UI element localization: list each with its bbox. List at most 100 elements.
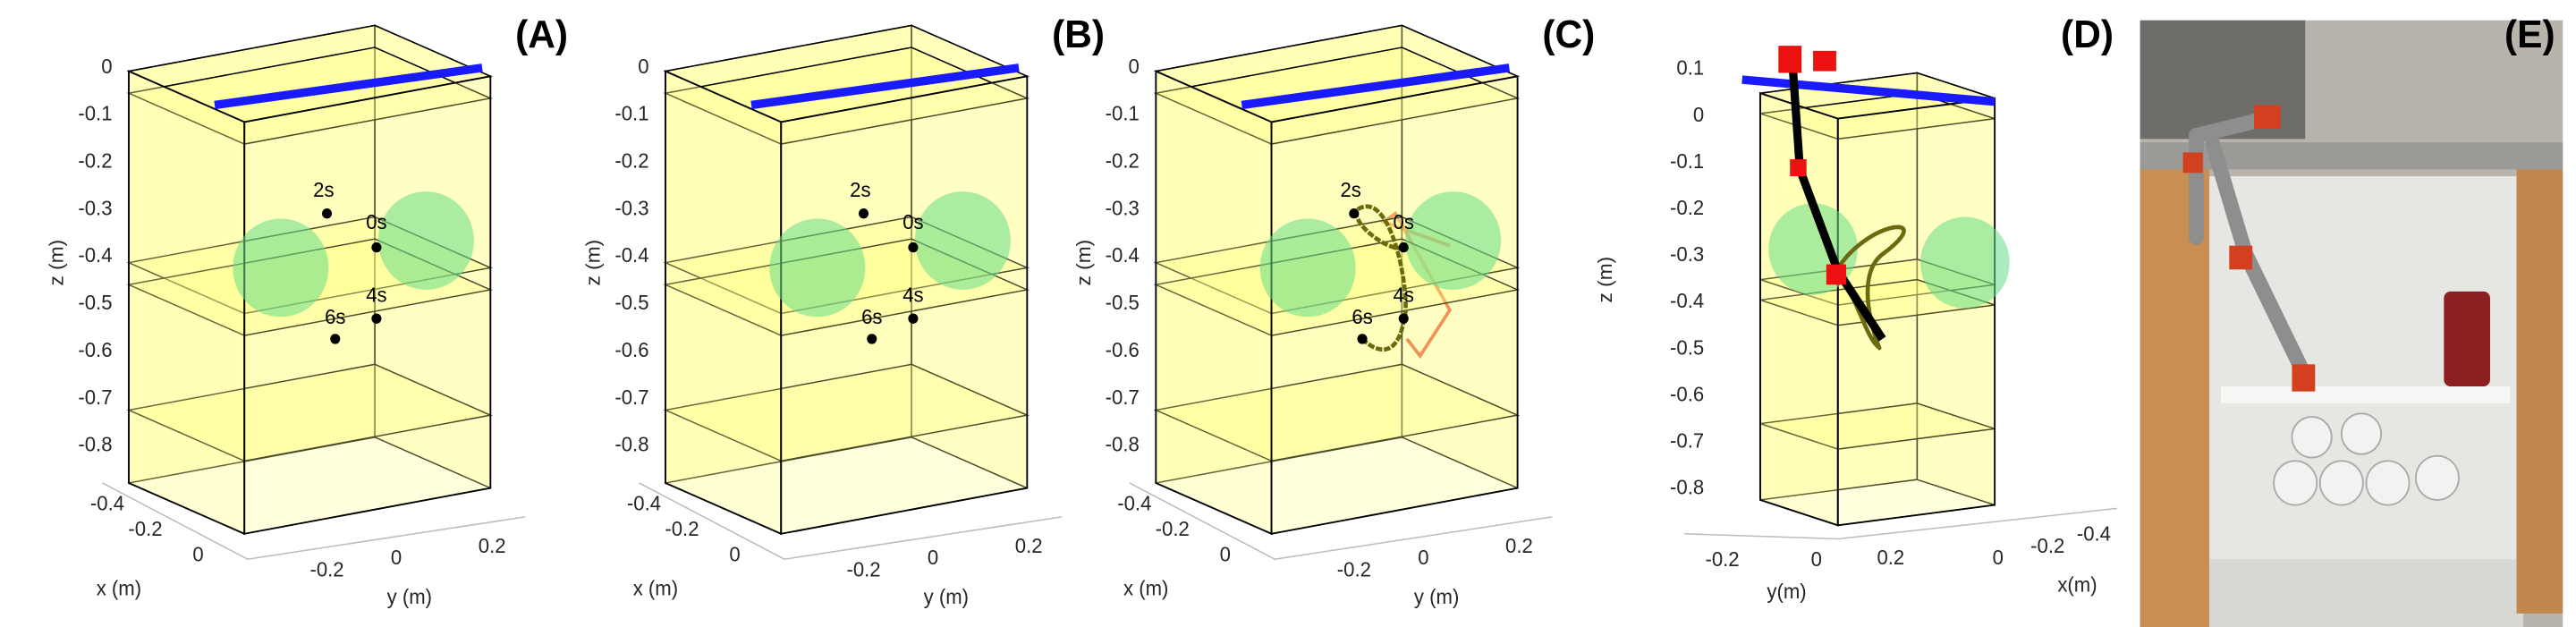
floor-outline (639, 482, 1063, 561)
waypoint (371, 313, 382, 324)
x-tick-label: 0 (1993, 547, 2004, 569)
z-tick-label: -0.1 (78, 102, 112, 124)
waypoint (908, 313, 919, 324)
z-tick-label: -0.7 (78, 386, 112, 409)
z-tick-label: -0.2 (614, 149, 648, 172)
z-tick-label: -0.1 (1106, 102, 1140, 124)
x-tick-label: -0.4 (1117, 492, 1151, 514)
z-axis-label: z (m) (1594, 257, 1616, 303)
z-tick-label: 0 (1129, 55, 1140, 78)
waypoint (867, 334, 877, 344)
waypoint (1349, 208, 1360, 219)
z-tick-label: -0.5 (614, 292, 648, 314)
waypoint (1398, 313, 1409, 324)
box-side-face (1155, 70, 1273, 536)
x-tick-label: -0.2 (2030, 535, 2064, 557)
y-tick-label: 0 (391, 547, 402, 569)
box-front-face (1836, 97, 1996, 527)
obstacle-sphere (233, 218, 329, 318)
time-label: 0s (902, 211, 923, 233)
y-tick-label: 0 (928, 547, 938, 569)
obstacle-sphere (1405, 191, 1502, 290)
box-front-face (1270, 75, 1519, 535)
x-tick-label: -0.4 (2077, 522, 2111, 545)
z-tick-label: -0.6 (614, 339, 648, 361)
x-axis-label: x (m) (97, 577, 141, 599)
floor-outline (1684, 507, 2117, 540)
plot-panel: 0.1 0 -0.1 -0.2 -0.3 -0.4 -0.5 -0.6 -0.7 -0.8 z (m… (1594, 13, 2117, 603)
z-tick-label: -0.1 (614, 102, 648, 124)
photo-cabinet-side (2140, 169, 2210, 627)
photo-shelf (2221, 386, 2511, 403)
time-label: 2s (313, 179, 334, 201)
z-tick-label: -0.8 (78, 433, 112, 455)
y-tick-label: 0.2 (1015, 535, 1043, 557)
floor-outline (102, 482, 526, 561)
photo (2140, 20, 2563, 627)
waypoint (322, 208, 333, 219)
waypoint (908, 241, 919, 253)
y-axis-label: y (m) (1414, 586, 1459, 608)
z-tick-label: -0.2 (1670, 197, 1704, 219)
z-tick-label: -0.4 (614, 244, 648, 267)
waypoint (371, 241, 382, 253)
z-tick-label: -0.2 (1106, 149, 1140, 172)
shelf-bar (750, 64, 1020, 110)
robot-joint (1790, 159, 1807, 177)
trajectory (1354, 204, 1408, 352)
y-tick-label: 0.2 (1505, 535, 1533, 557)
z-tick-label: -0.8 (1106, 433, 1140, 455)
photo-cup (2444, 291, 2490, 386)
waypoint (1398, 241, 1409, 253)
z-tick-label: -0.6 (1106, 339, 1140, 361)
y-tick-label: 0 (1811, 548, 1822, 571)
shelf-bar (214, 64, 483, 110)
obstacle-sphere (1259, 218, 1356, 318)
waypoint (859, 208, 869, 219)
z-tick-label: -0.7 (1106, 386, 1140, 409)
time-label: 6s (861, 306, 882, 328)
z-tick-label: -0.3 (614, 197, 648, 219)
x-tick-label: -0.2 (128, 518, 162, 540)
z-tick-label: -0.6 (78, 339, 112, 361)
time-label: 4s (902, 284, 923, 306)
z-tick-label: 0 (101, 55, 112, 78)
waypoint (1357, 334, 1368, 344)
x-tick-label: 0 (1220, 543, 1231, 565)
x-tick-label: -0.2 (1156, 518, 1190, 540)
z-tick-label: -0.2 (78, 149, 112, 172)
z-tick-label: -0.6 (1670, 383, 1704, 405)
z-tick-label: -0.1 (1670, 150, 1704, 173)
x-axis-label: x(m) (2057, 573, 2097, 596)
z-axis-label: z (m) (46, 240, 68, 286)
obstacle-sphere (1920, 216, 2010, 309)
panel-label: (E) (2504, 13, 2555, 57)
z-tick-label: 0 (1693, 104, 1704, 126)
time-label: 0s (1394, 211, 1414, 233)
floor-outline (1129, 482, 1553, 561)
photo-robot-joints (2182, 105, 2316, 392)
plot-panel: 2s 0s 4s 6s 0 -0.1 -0.2 -0.3 -0.4 -0.5 -0.6 -0.7 -0.… (1072, 13, 1595, 608)
z-tick-label: -0.7 (1670, 429, 1704, 452)
z-tick-label: -0.5 (1670, 336, 1704, 359)
y-tick-label: -0.2 (1337, 558, 1371, 580)
z-tick-label: -0.4 (78, 244, 112, 267)
x-tick-label: -0.4 (90, 492, 124, 514)
y-axis-label: y (m) (924, 586, 969, 608)
x-tick-label: -0.2 (665, 518, 699, 540)
shelf-bar (1741, 75, 1996, 106)
panel-label: (D) (2061, 13, 2114, 57)
z-tick-label: -0.3 (1670, 243, 1704, 266)
x-tick-label: 0 (729, 543, 740, 565)
z-axis-label: z (m) (1072, 240, 1095, 286)
time-label: 4s (1394, 284, 1414, 306)
box-side-face (128, 70, 246, 536)
y-tick-label: 0.2 (479, 535, 506, 557)
plot-panel: 2s 0s 4s 6s 0 -0.1 -0.2 -0.3 -0.4 -0.5 -0.6 -0.7 -0.… (582, 13, 1453, 608)
z-tick-label: -0.8 (614, 433, 648, 455)
x-tick-label: -0.4 (627, 492, 661, 514)
y-tick-label: -0.2 (1705, 548, 1739, 571)
time-label: 4s (366, 284, 386, 306)
panel-label: (A) (515, 13, 568, 57)
